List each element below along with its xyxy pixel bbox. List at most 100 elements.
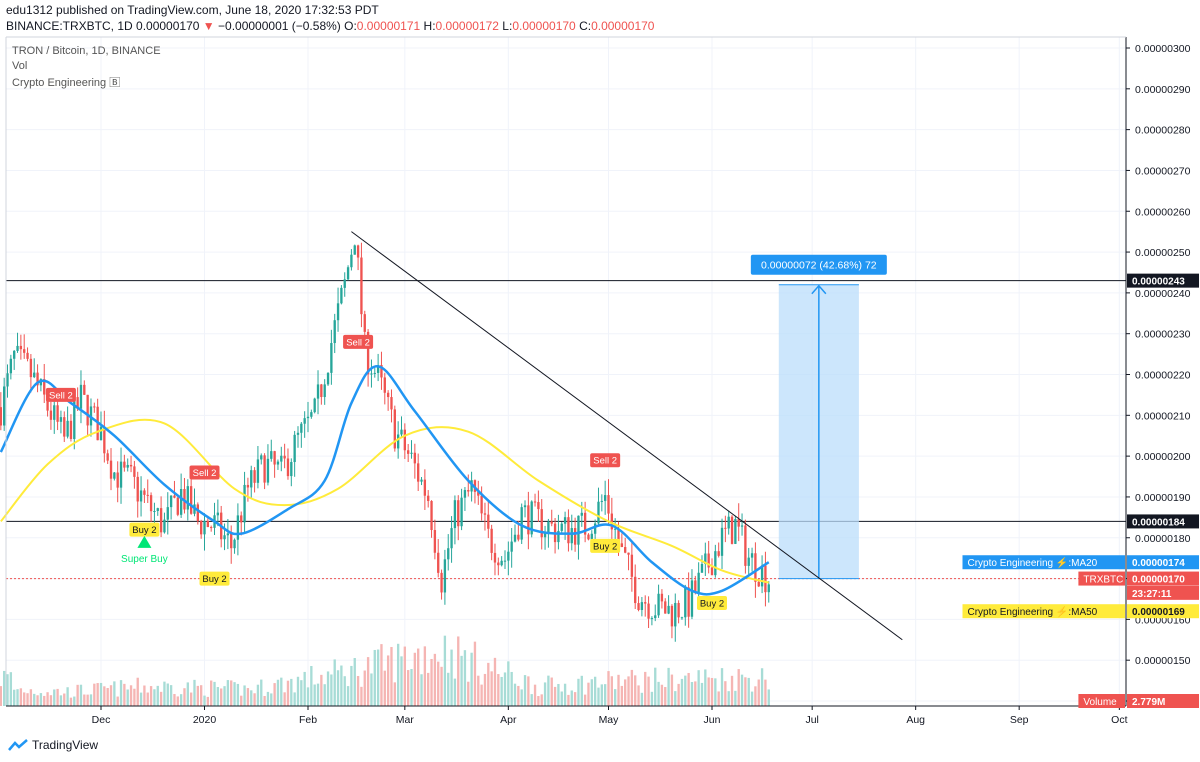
candle-body bbox=[664, 601, 667, 614]
publish-text: edu1312 published on TradingView.com, Ju… bbox=[6, 3, 379, 17]
candle-body bbox=[740, 525, 744, 527]
volume-bar bbox=[283, 692, 286, 706]
volume-bar bbox=[563, 683, 567, 706]
candle-body bbox=[340, 287, 343, 304]
candle-body bbox=[373, 372, 376, 374]
legend-vol[interactable]: Vol bbox=[12, 60, 28, 72]
candle-body bbox=[129, 464, 133, 467]
volume-bar bbox=[159, 691, 163, 706]
volume-bar bbox=[624, 679, 627, 706]
volume-bar bbox=[724, 681, 727, 706]
volume-bar bbox=[250, 690, 253, 706]
candle-body bbox=[433, 530, 437, 553]
volume-bar bbox=[553, 686, 557, 706]
volume-bar bbox=[133, 688, 136, 706]
volume-bar bbox=[313, 684, 316, 706]
volume-bar bbox=[83, 694, 86, 706]
candle-body bbox=[570, 528, 573, 544]
candle-body bbox=[527, 505, 530, 535]
time-tick-label: 2020 bbox=[193, 714, 217, 726]
volume-bar bbox=[273, 683, 276, 706]
candle-body bbox=[210, 527, 213, 529]
candle-body bbox=[226, 533, 230, 536]
sell-signal-label: Sell 2 bbox=[593, 456, 617, 467]
volume-bar bbox=[400, 656, 403, 706]
volume-bar bbox=[240, 695, 243, 706]
volume-bar bbox=[36, 695, 39, 706]
candle-body bbox=[303, 418, 306, 424]
volume-bar bbox=[620, 685, 624, 706]
candle-body bbox=[23, 349, 26, 353]
candle-body bbox=[767, 584, 770, 593]
candle-body bbox=[103, 426, 106, 454]
close-label: C: bbox=[579, 19, 592, 33]
candle-body bbox=[764, 565, 767, 593]
candle-body bbox=[286, 458, 290, 477]
candle-body bbox=[563, 517, 567, 524]
candle-body bbox=[610, 513, 614, 530]
candle-body bbox=[330, 343, 333, 373]
candle-body bbox=[36, 372, 39, 386]
candle-body bbox=[694, 580, 697, 592]
price-tick-label: 0.00000290 bbox=[1135, 84, 1191, 96]
candle-body bbox=[497, 562, 500, 566]
sell-signal-label: Sell 2 bbox=[193, 468, 217, 479]
candle-body bbox=[240, 515, 243, 523]
axis-price-tag bbox=[1127, 273, 1199, 288]
candle-body bbox=[567, 517, 570, 544]
price-tick-label: 0.00000150 bbox=[1135, 655, 1191, 667]
volume-bar bbox=[614, 689, 617, 706]
volume-bar bbox=[396, 643, 400, 706]
time-tick-label: Jun bbox=[704, 714, 721, 726]
volume-bar bbox=[513, 683, 517, 706]
candle-body bbox=[420, 479, 423, 482]
sell-signal-badge bbox=[343, 334, 374, 349]
volume-bar bbox=[657, 681, 660, 706]
candle-body bbox=[657, 593, 660, 616]
range-arrowhead-icon bbox=[811, 284, 827, 295]
volume-bar bbox=[189, 692, 193, 706]
candles bbox=[0, 242, 770, 642]
volume-bar bbox=[99, 682, 103, 706]
volume-bar bbox=[543, 682, 547, 706]
candle-body bbox=[510, 541, 513, 552]
candle-body bbox=[19, 345, 23, 350]
volume-bar bbox=[634, 675, 637, 706]
buy-signal-badge bbox=[129, 522, 160, 537]
candle-body bbox=[326, 372, 330, 385]
volume-bar bbox=[210, 680, 213, 706]
volume-bar bbox=[714, 678, 717, 706]
volume-bar bbox=[263, 695, 266, 706]
volume-bar bbox=[690, 682, 694, 706]
candle-body bbox=[580, 512, 583, 516]
volume-bar bbox=[266, 691, 270, 706]
candle-body bbox=[153, 511, 156, 513]
candle-body bbox=[136, 476, 139, 502]
candle-body bbox=[173, 495, 176, 498]
axis-price-tag bbox=[1127, 694, 1199, 708]
candle-body bbox=[386, 392, 390, 398]
grid bbox=[6, 37, 1126, 706]
candle-body bbox=[480, 495, 483, 514]
candle-body bbox=[6, 373, 9, 387]
candle-body bbox=[233, 539, 236, 549]
legend-indicator[interactable]: Crypto Engineering 🄱 bbox=[12, 77, 121, 89]
volume-bar bbox=[186, 682, 189, 706]
buy-signal-badge bbox=[590, 538, 621, 553]
volume-bar bbox=[523, 675, 527, 706]
tradingview-watermark[interactable]: TradingView bbox=[8, 738, 98, 752]
sell-signal-badge bbox=[189, 465, 220, 480]
candle-body bbox=[634, 576, 637, 604]
candle-body bbox=[156, 508, 159, 512]
candle-body bbox=[697, 572, 700, 592]
candle-body bbox=[457, 500, 460, 527]
volume-bar bbox=[320, 674, 323, 706]
volume-bar bbox=[173, 693, 176, 706]
volume-bar bbox=[340, 665, 343, 706]
candle-body bbox=[293, 434, 296, 463]
candle-body bbox=[256, 459, 260, 483]
ohlc-line: BINANCE:TRXBTC, 1D 0.00000170 ▼ −0.00000… bbox=[6, 19, 654, 33]
volume-bar bbox=[199, 685, 203, 706]
volume-bar bbox=[470, 652, 473, 706]
